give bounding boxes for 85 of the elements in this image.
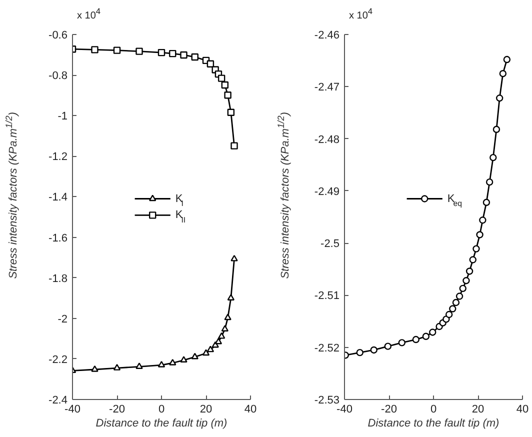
point xyxy=(230,142,238,150)
y-tick-label: -1.6 xyxy=(48,232,68,244)
point xyxy=(479,216,486,224)
point xyxy=(224,314,232,320)
point xyxy=(221,325,229,332)
point xyxy=(370,346,378,354)
point xyxy=(91,46,98,54)
point xyxy=(169,50,176,58)
point xyxy=(472,245,480,252)
point xyxy=(449,305,456,312)
y-tick-label: -1.8 xyxy=(48,272,68,285)
y-tick-label: -2.52 xyxy=(314,342,340,354)
point xyxy=(459,284,466,292)
point xyxy=(466,268,474,275)
point xyxy=(136,48,143,55)
point xyxy=(206,60,214,68)
y-tick-label: -2.2 xyxy=(48,354,68,366)
y-tick-label: -2.46 xyxy=(314,30,340,42)
point xyxy=(136,362,143,369)
point xyxy=(227,108,235,116)
point xyxy=(422,332,430,340)
x-tick-label: -40 xyxy=(64,404,80,416)
y-tick-label: -2.53 xyxy=(314,394,340,406)
x-axis-title: Distance to the fault tip (m) xyxy=(96,418,228,430)
point xyxy=(490,154,497,162)
point xyxy=(180,51,188,59)
point xyxy=(218,332,226,339)
y-tick-label: -0.8 xyxy=(48,70,68,82)
point xyxy=(452,298,460,306)
x-tick-label: 0 xyxy=(430,404,437,416)
x-tick-label: -40 xyxy=(336,404,352,416)
text: x 10$^{4}$ xyxy=(349,5,373,22)
y-tick-label: -1.2 xyxy=(48,151,68,164)
point xyxy=(384,342,392,350)
point xyxy=(191,53,198,61)
point xyxy=(158,48,166,56)
x-tick-label: 40 xyxy=(244,404,257,416)
y-tick-label: -1 xyxy=(58,110,68,123)
point xyxy=(503,56,511,64)
y-tick-label: -2.48 xyxy=(314,134,340,146)
y-tick-label: -2.4 xyxy=(48,394,68,406)
x-tick-label: 20 xyxy=(472,404,484,416)
point xyxy=(221,81,229,89)
point xyxy=(429,328,436,336)
point xyxy=(180,356,188,362)
point xyxy=(227,294,235,300)
x-tick-label: 40 xyxy=(516,404,529,416)
point xyxy=(113,364,121,370)
point xyxy=(230,254,238,262)
y-tick-label: -1.4 xyxy=(48,192,68,204)
point xyxy=(482,198,490,206)
point xyxy=(214,338,222,344)
x-tick-label: -20 xyxy=(381,404,397,416)
point xyxy=(476,231,484,238)
y-tick-label: -0.6 xyxy=(48,30,68,42)
point xyxy=(202,349,210,356)
text: x 10$^{4}$ xyxy=(77,5,101,22)
y-tick-label: -2.51 xyxy=(314,290,340,302)
y-tick-label: -2.49 xyxy=(314,186,340,198)
x-axis-title: Distance to the fault tip (m) xyxy=(368,418,500,430)
point xyxy=(224,92,232,99)
point xyxy=(158,360,166,368)
point xyxy=(462,277,470,284)
point xyxy=(218,74,226,82)
point xyxy=(499,70,507,78)
point xyxy=(496,94,504,102)
x-tick-label: -20 xyxy=(109,404,125,416)
point xyxy=(445,310,453,318)
point xyxy=(456,292,464,300)
x-tick-label: 20 xyxy=(200,404,212,416)
point xyxy=(113,46,121,54)
point xyxy=(412,336,420,344)
point xyxy=(169,358,176,366)
point xyxy=(356,348,364,356)
point xyxy=(469,256,476,264)
y-tick-label: -2 xyxy=(58,313,68,326)
x-tick-label: 0 xyxy=(158,404,165,416)
point xyxy=(91,365,98,372)
point xyxy=(191,352,198,360)
y-tick-label: -2.5 xyxy=(320,238,340,250)
y-tick-label: -2.47 xyxy=(314,82,340,94)
point xyxy=(398,339,406,346)
point xyxy=(206,346,214,352)
point xyxy=(486,178,494,186)
point xyxy=(492,126,500,133)
